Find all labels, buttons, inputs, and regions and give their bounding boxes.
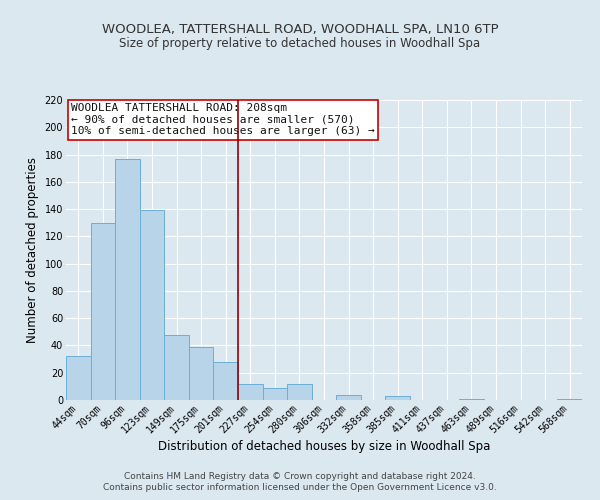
Text: Size of property relative to detached houses in Woodhall Spa: Size of property relative to detached ho…: [119, 38, 481, 51]
Bar: [557, 398, 582, 400]
Bar: [214, 362, 238, 400]
Bar: [164, 334, 189, 400]
Bar: [115, 158, 140, 400]
Text: WOODLEA, TATTERSHALL ROAD, WOODHALL SPA, LN10 6TP: WOODLEA, TATTERSHALL ROAD, WOODHALL SPA,…: [101, 22, 499, 36]
Text: Contains HM Land Registry data © Crown copyright and database right 2024.: Contains HM Land Registry data © Crown c…: [124, 472, 476, 481]
Bar: [189, 347, 214, 400]
Bar: [385, 396, 410, 400]
Bar: [336, 394, 361, 400]
Bar: [459, 398, 484, 400]
Y-axis label: Number of detached properties: Number of detached properties: [26, 157, 39, 343]
Text: WOODLEA TATTERSHALL ROAD: 208sqm
← 90% of detached houses are smaller (570)
10% : WOODLEA TATTERSHALL ROAD: 208sqm ← 90% o…: [71, 103, 375, 136]
Text: Contains public sector information licensed under the Open Government Licence v3: Contains public sector information licen…: [103, 484, 497, 492]
X-axis label: Distribution of detached houses by size in Woodhall Spa: Distribution of detached houses by size …: [158, 440, 490, 454]
Bar: [66, 356, 91, 400]
Bar: [263, 388, 287, 400]
Bar: [91, 222, 115, 400]
Bar: [287, 384, 312, 400]
Bar: [238, 384, 263, 400]
Bar: [140, 210, 164, 400]
